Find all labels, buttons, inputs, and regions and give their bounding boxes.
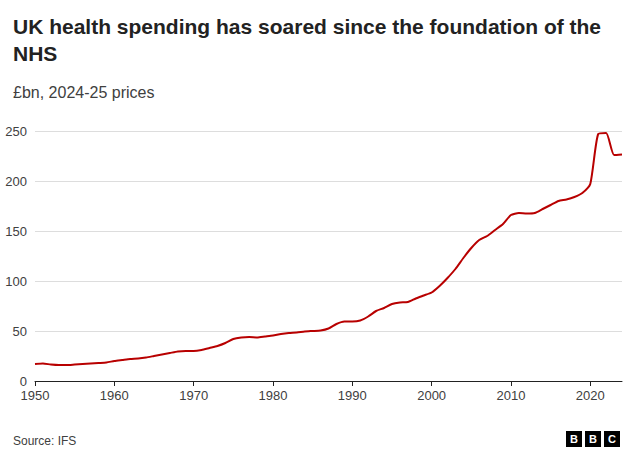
svg-text:200: 200	[5, 174, 27, 189]
svg-text:NHS: NHS	[13, 42, 57, 65]
svg-text:2010: 2010	[496, 388, 525, 403]
svg-text:0: 0	[20, 374, 27, 389]
svg-text:1970: 1970	[179, 388, 208, 403]
svg-text:100: 100	[5, 274, 27, 289]
svg-text:150: 150	[5, 224, 27, 239]
svg-text:UK health spending has soared: UK health spending has soared since the …	[13, 15, 607, 38]
svg-text:1980: 1980	[259, 388, 288, 403]
svg-text:1950: 1950	[21, 388, 50, 403]
svg-text:Source: IFS: Source: IFS	[13, 434, 76, 448]
svg-text:2020: 2020	[576, 388, 605, 403]
svg-text:C: C	[608, 433, 616, 445]
svg-text:B: B	[570, 433, 578, 445]
svg-text:B: B	[589, 433, 597, 445]
svg-text:50: 50	[13, 324, 27, 339]
svg-text:£bn, 2024-25 prices: £bn, 2024-25 prices	[13, 84, 154, 101]
svg-text:2000: 2000	[417, 388, 446, 403]
svg-text:1990: 1990	[338, 388, 367, 403]
svg-text:1960: 1960	[100, 388, 129, 403]
svg-text:250: 250	[5, 124, 27, 139]
